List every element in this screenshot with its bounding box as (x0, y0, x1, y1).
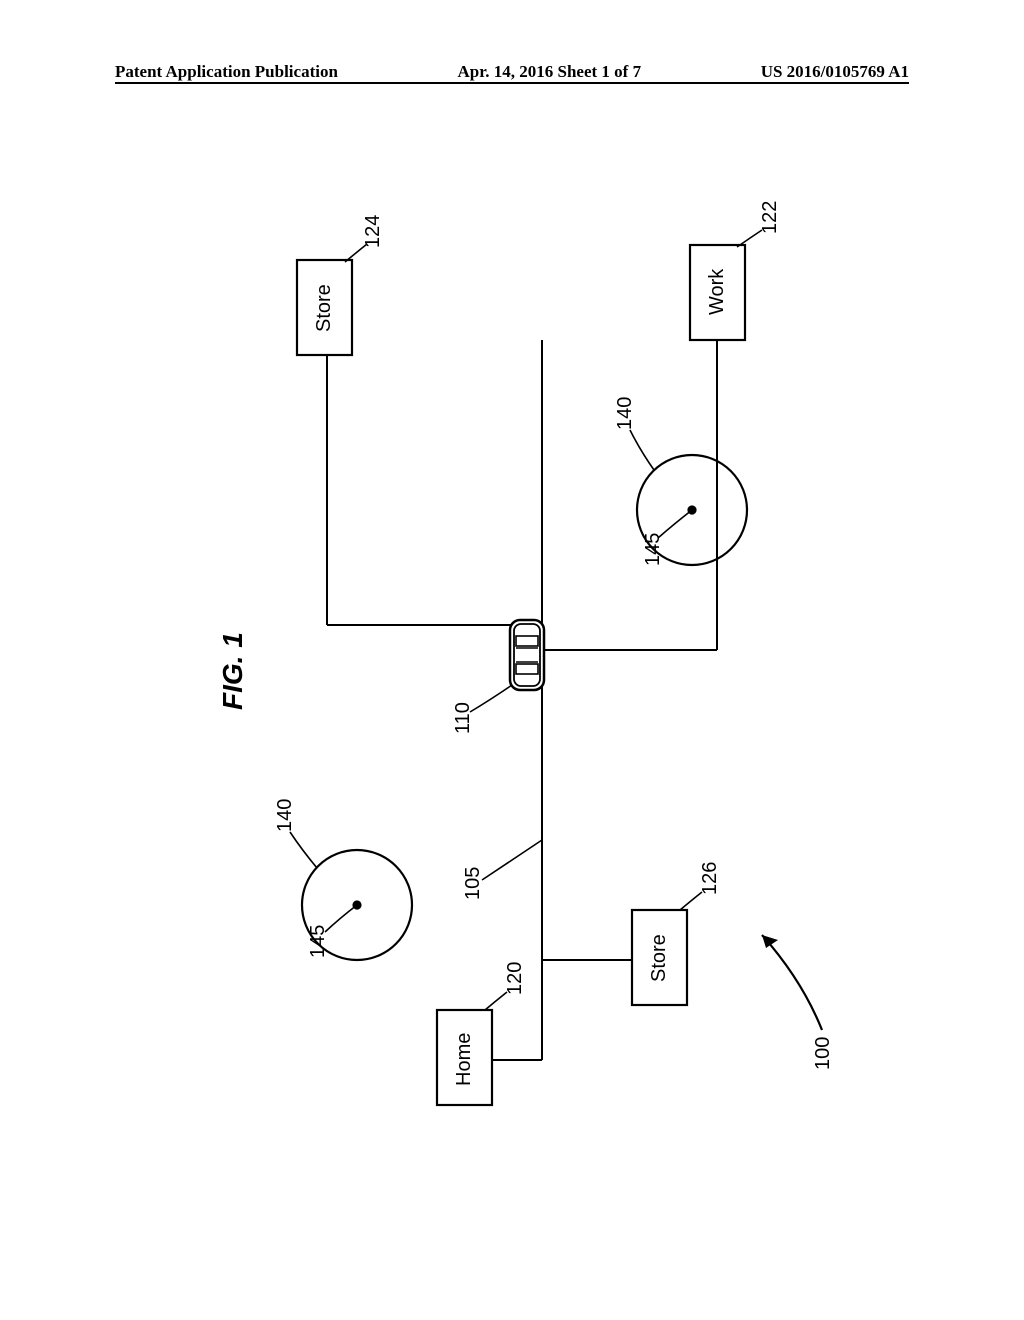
leader-105 (482, 840, 542, 880)
diagram-svg (162, 110, 862, 1210)
car-icon (510, 620, 544, 690)
ref-100-arrow (762, 935, 822, 1030)
ref-140-a: 140 (274, 799, 297, 832)
ref-126: 126 (699, 862, 722, 895)
figure-rotated-canvas: Home Store Store Work 120 126 124 122 11… (162, 110, 862, 1210)
ref-105: 105 (462, 867, 485, 900)
ref-124: 124 (362, 215, 385, 248)
ref-145-a: 145 (307, 925, 330, 958)
home-label: Home (453, 1033, 476, 1086)
ref-145-b: 145 (642, 533, 665, 566)
leader-110 (470, 685, 512, 712)
store2-label: Store (648, 934, 671, 982)
work-label: Work (706, 269, 729, 315)
ref-120: 120 (504, 962, 527, 995)
figure-area: Home Store Store Work 120 126 124 122 11… (0, 0, 1024, 1320)
store1-label: Store (313, 284, 336, 332)
page: Patent Application Publication Apr. 14, … (0, 0, 1024, 1320)
ref-100: 100 (812, 1037, 835, 1070)
ref-110: 110 (452, 702, 475, 734)
ref-122: 122 (759, 201, 782, 234)
figure-title: FIG. 1 (217, 632, 249, 710)
ref-140-b: 140 (614, 397, 637, 430)
